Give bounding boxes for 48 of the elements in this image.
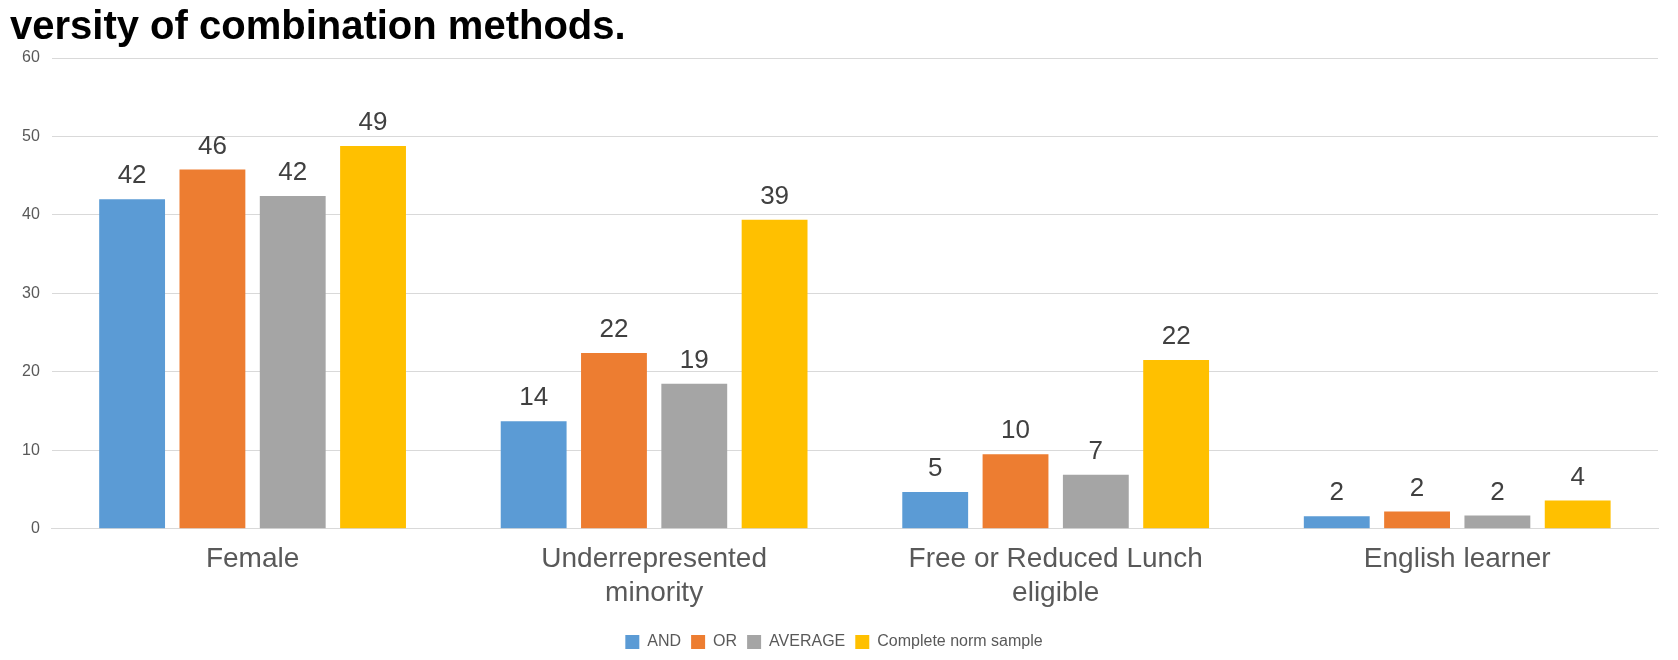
bar bbox=[581, 353, 647, 529]
y-tick-label: 50 bbox=[22, 126, 40, 144]
x-tick-label: Free or Reduced Lunch eligible bbox=[908, 542, 1203, 607]
bar bbox=[661, 383, 728, 529]
bar bbox=[259, 196, 326, 529]
data-label: 2 bbox=[1329, 476, 1344, 507]
chart-title: versity of combination methods. bbox=[10, 3, 626, 48]
bar bbox=[179, 169, 246, 529]
data-label: 4 bbox=[1570, 460, 1585, 491]
legend-label: AVERAGE bbox=[769, 632, 846, 650]
data-label: 46 bbox=[197, 129, 227, 160]
data-label: 2 bbox=[1490, 475, 1505, 506]
data-label: 49 bbox=[358, 106, 388, 137]
bar bbox=[1464, 515, 1531, 529]
legend-label: AND bbox=[647, 632, 682, 650]
legend-label: OR bbox=[713, 632, 738, 650]
data-label: 7 bbox=[1088, 434, 1104, 465]
data-label: 39 bbox=[760, 179, 790, 210]
legend-label: Complete norm sample bbox=[877, 632, 1043, 650]
bar bbox=[982, 454, 1049, 529]
data-label: 14 bbox=[519, 381, 549, 412]
x-tick-label: English learner bbox=[1363, 542, 1551, 574]
data-label: 10 bbox=[1001, 414, 1030, 445]
bar bbox=[1303, 516, 1370, 529]
data-label: 42 bbox=[117, 159, 147, 190]
bar bbox=[1143, 360, 1210, 529]
bar bbox=[741, 219, 808, 529]
bar bbox=[902, 491, 969, 529]
bar bbox=[1062, 474, 1129, 529]
bar bbox=[340, 145, 406, 529]
y-tick-label: 60 bbox=[22, 48, 40, 66]
bar bbox=[1544, 500, 1611, 529]
data-label: 19 bbox=[679, 343, 709, 374]
data-label: 22 bbox=[1161, 320, 1191, 351]
bar bbox=[1384, 511, 1450, 529]
data-label: 42 bbox=[278, 156, 308, 187]
y-tick-label: 20 bbox=[22, 362, 40, 380]
y-tick-label: 30 bbox=[22, 283, 40, 301]
x-tick-label: Female bbox=[205, 542, 300, 574]
y-tick-label: 40 bbox=[22, 205, 40, 223]
data-label: 2 bbox=[1409, 471, 1425, 502]
data-label: 5 bbox=[927, 452, 943, 483]
data-label: 22 bbox=[599, 313, 629, 344]
y-tick-label: 0 bbox=[30, 519, 40, 537]
bar bbox=[99, 199, 166, 529]
y-tick-label: 10 bbox=[22, 440, 40, 458]
x-tick-label: Underrepresented minority bbox=[541, 542, 767, 607]
bar bbox=[500, 421, 567, 529]
